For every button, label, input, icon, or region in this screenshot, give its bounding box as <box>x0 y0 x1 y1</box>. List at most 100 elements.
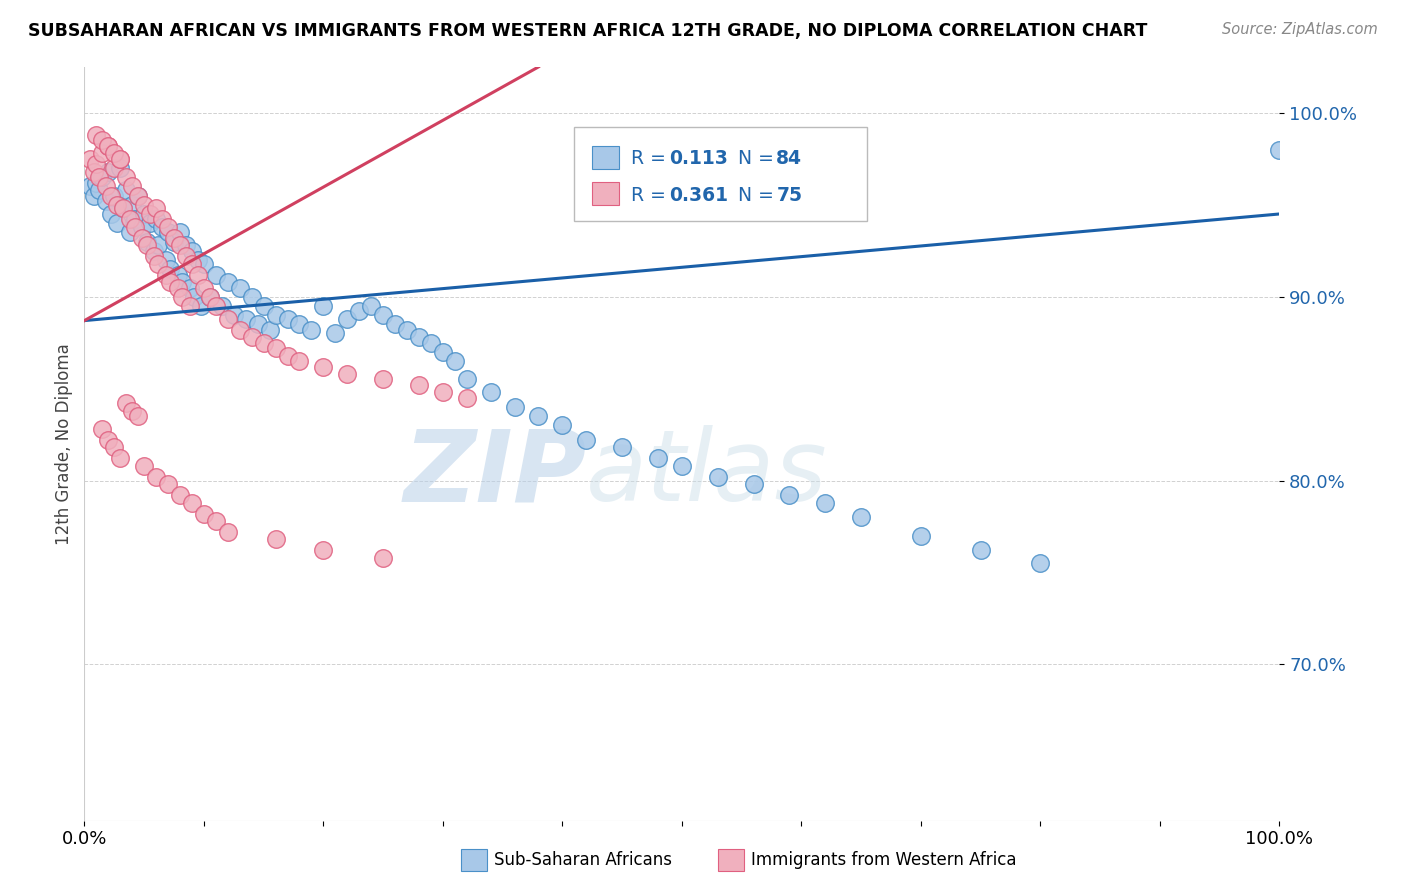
Point <box>103 146 125 161</box>
Point <box>312 359 335 374</box>
Point <box>97 164 120 178</box>
Point <box>131 219 153 234</box>
Point <box>121 198 143 212</box>
Point <box>179 280 201 294</box>
Point <box>217 275 239 289</box>
Point <box>142 249 165 263</box>
Point <box>172 275 194 289</box>
Point <box>97 139 120 153</box>
Point <box>91 146 114 161</box>
FancyBboxPatch shape <box>575 128 868 221</box>
Point <box>384 318 406 332</box>
Point <box>174 238 197 252</box>
Point <box>181 244 204 258</box>
Point <box>103 188 125 202</box>
Point <box>86 176 108 190</box>
Point <box>166 280 188 294</box>
Point <box>360 299 382 313</box>
Point <box>169 225 191 239</box>
Point <box>198 290 221 304</box>
Point <box>115 396 138 410</box>
Point <box>105 198 128 212</box>
Point <box>312 299 335 313</box>
Point <box>118 212 141 227</box>
Text: Sub-Saharan Africans: Sub-Saharan Africans <box>495 851 672 869</box>
Point <box>277 349 299 363</box>
Text: 0.113: 0.113 <box>669 149 728 169</box>
Point <box>100 207 122 221</box>
Point <box>779 488 801 502</box>
Point <box>193 257 215 271</box>
Point <box>132 207 156 221</box>
Point <box>1029 556 1052 570</box>
Point <box>420 335 443 350</box>
Point <box>253 335 276 350</box>
Point <box>408 378 430 392</box>
Point <box>139 207 162 221</box>
Point <box>373 308 395 322</box>
Y-axis label: 12th Grade, No Diploma: 12th Grade, No Diploma <box>55 343 73 545</box>
Point <box>373 372 395 386</box>
Point <box>155 252 177 267</box>
Point <box>575 433 598 447</box>
Point <box>100 188 122 202</box>
Point <box>612 441 634 455</box>
Point <box>229 280 252 294</box>
Point <box>145 202 167 216</box>
Text: R =: R = <box>630 186 672 204</box>
Point <box>193 507 215 521</box>
Point <box>157 219 180 234</box>
Point <box>110 451 132 466</box>
Point <box>159 262 181 277</box>
Point <box>97 139 120 153</box>
Point <box>432 344 454 359</box>
Point <box>91 133 114 147</box>
Point <box>135 238 157 252</box>
Point <box>115 170 138 185</box>
Point <box>124 219 146 234</box>
FancyBboxPatch shape <box>718 848 744 871</box>
Point <box>79 179 101 194</box>
Point <box>121 403 143 417</box>
Point <box>396 323 419 337</box>
Point <box>325 326 347 341</box>
Point <box>111 202 134 216</box>
Point <box>312 543 335 558</box>
FancyBboxPatch shape <box>461 848 486 871</box>
Point <box>145 470 167 484</box>
Point <box>408 330 430 344</box>
Point <box>172 290 194 304</box>
Point <box>190 299 212 313</box>
Point <box>110 161 132 175</box>
Point <box>159 275 181 289</box>
Point <box>139 216 162 230</box>
Point <box>94 194 117 208</box>
Point <box>169 488 191 502</box>
Point <box>150 219 173 234</box>
Text: N =: N = <box>738 186 780 204</box>
Point <box>253 299 276 313</box>
Point <box>163 231 186 245</box>
Point <box>86 157 108 171</box>
Point <box>301 323 323 337</box>
Point <box>336 367 359 381</box>
Point <box>222 308 245 322</box>
Point <box>83 188 105 202</box>
Point <box>217 524 239 539</box>
Point <box>205 268 228 282</box>
Point <box>105 216 128 230</box>
Point <box>277 311 299 326</box>
Point <box>1268 143 1291 157</box>
Point <box>111 202 134 216</box>
Point <box>235 311 257 326</box>
Point <box>671 458 693 473</box>
Point <box>124 212 146 227</box>
Point <box>910 529 932 543</box>
Point <box>187 252 209 267</box>
Point <box>183 290 205 304</box>
Point <box>205 299 228 313</box>
Point <box>174 249 197 263</box>
Point <box>456 391 478 405</box>
Point <box>132 458 156 473</box>
Point <box>142 244 165 258</box>
